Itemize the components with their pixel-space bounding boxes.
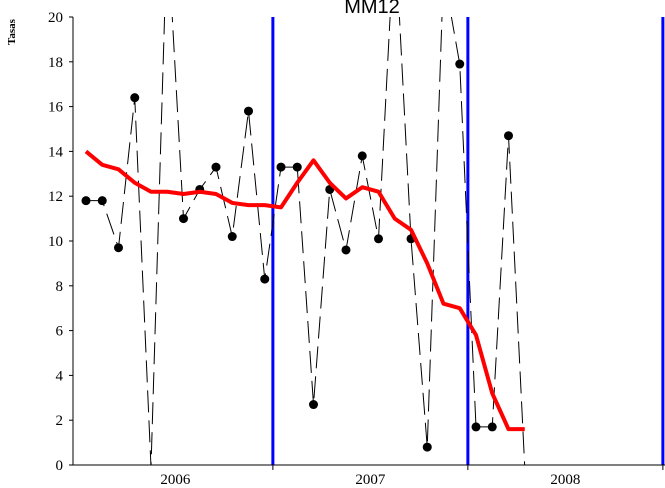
x-tick-label-2006: 2006 [160, 472, 191, 488]
series-rate-point [260, 274, 270, 284]
y-tick-label: 0 [56, 458, 64, 474]
y-tick-label: 14 [48, 144, 64, 160]
y-tick-label: 12 [48, 189, 63, 205]
y-tick-label: 2 [56, 413, 64, 429]
series-rate-point [471, 422, 481, 432]
series-rate-point [374, 234, 383, 244]
series-rate-point [97, 196, 107, 206]
series-moving-average-line [84, 149, 525, 432]
y-tick-label: 8 [56, 279, 64, 295]
y-tick-label: 18 [48, 55, 63, 71]
y-tick-label: 10 [48, 234, 63, 250]
y-axis-label: Tasas [6, 18, 18, 45]
plot-area [81, 17, 665, 465]
y-tick-label: 16 [48, 100, 64, 116]
series-rate-point [357, 151, 367, 161]
y-tick-label: 4 [56, 368, 64, 384]
y-tick-labels: 0 2 4 6 8 10 12 14 16 18 20 [48, 10, 73, 474]
series-rate-point [130, 93, 140, 103]
series-rate-point [276, 162, 286, 172]
series-rate-point [341, 245, 351, 255]
series-rate-point [179, 214, 188, 224]
y-tick-label: 20 [48, 10, 63, 26]
chart-title: MM12 [344, 0, 400, 18]
y-tick-label: 6 [56, 324, 64, 340]
series-rate-point [227, 232, 237, 242]
series-rate-point [504, 131, 513, 141]
x-tick-label-2008: 2008 [550, 472, 580, 488]
series-rate-point [292, 162, 302, 172]
series-rate-point [487, 422, 497, 432]
series-rate-point [422, 442, 432, 452]
series-rate-point [114, 243, 123, 253]
series-rate-point [81, 196, 91, 206]
series-rate-point [455, 59, 465, 69]
x-tick-label-2007: 2007 [355, 472, 386, 488]
series-rate-point [244, 106, 253, 116]
series-rate-point [309, 400, 318, 410]
x-tick-labels: 2006 2007 2008 [160, 465, 664, 488]
series-rate-line [86, 17, 526, 465]
series-rate-point [211, 162, 221, 172]
